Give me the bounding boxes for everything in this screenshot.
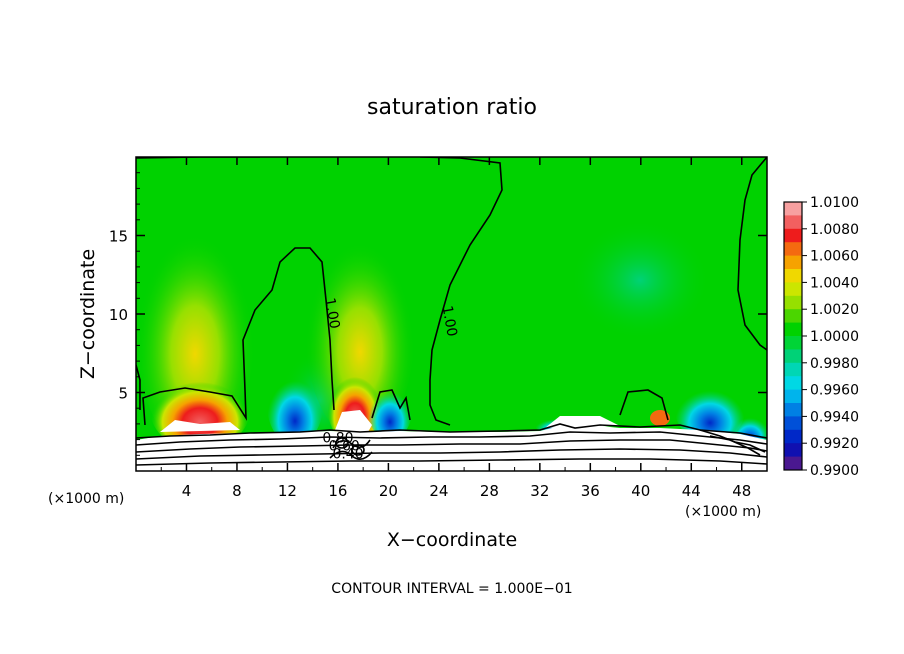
- colorbar-swatch: [784, 215, 802, 230]
- x-tick-label: 4: [182, 482, 192, 500]
- colorbar-swatch: [784, 228, 802, 243]
- contour-label: 1.00: [321, 297, 342, 330]
- colorbar-label: 0.9980: [810, 356, 859, 372]
- colorbar-swatch: [784, 309, 802, 324]
- x-tick-label: 24: [429, 482, 448, 500]
- y-axis-label: Z−coordinate: [77, 249, 99, 379]
- colorbar-swatch: [784, 349, 802, 364]
- contour-label: 0.60: [329, 439, 360, 455]
- colorbar-label: 1.0040: [810, 275, 859, 291]
- colorbar-label: 1.0080: [810, 222, 859, 238]
- x-tick-label: 36: [581, 482, 600, 500]
- colorbar-label: 1.0000: [810, 329, 859, 345]
- colorbar-swatch: [784, 202, 802, 216]
- x-tick-label: 40: [631, 482, 650, 500]
- colorbar-label: 0.9900: [810, 463, 859, 479]
- x-unit-right: (×1000 m): [685, 504, 761, 520]
- colorbar-swatch: [784, 362, 802, 377]
- colorbar-label: 1.0060: [810, 249, 859, 265]
- x-axis-label: X−coordinate: [387, 529, 517, 551]
- colorbar-swatch: [784, 456, 802, 471]
- contour-label: 0.40: [332, 446, 363, 462]
- x-tick-label: 44: [682, 482, 701, 500]
- colorbar-swatch: [784, 389, 802, 404]
- colorbar-label: 0.9960: [810, 383, 859, 399]
- colorbar-swatch: [784, 242, 802, 257]
- colorbar: 1.0100 1.0080 1.0060 1.0040 1.0020 1.0000 0.99…: [783, 195, 859, 479]
- x-tick-label: 48: [732, 482, 751, 500]
- colorbar-label: 1.0020: [810, 302, 859, 318]
- colorbar-label: 0.9920: [810, 436, 859, 452]
- colorbar-label: 1.0100: [810, 195, 859, 211]
- colorbar-swatch: [784, 295, 802, 310]
- y-tick-label: 10: [109, 306, 128, 324]
- x-tick-label: 8: [232, 482, 242, 500]
- colorbar-swatch: [784, 255, 802, 270]
- x-unit-left: (×1000 m): [48, 491, 124, 507]
- colorbar-swatch: [784, 429, 802, 444]
- colorbar-swatch: [784, 403, 802, 417]
- y-axis: 5 10 15: [109, 172, 767, 456]
- chart-title: saturation ratio: [367, 95, 537, 120]
- x-tick-label: 20: [379, 482, 398, 500]
- x-tick-label: 28: [480, 482, 499, 500]
- contour-label: 0.80: [322, 431, 353, 447]
- contour-interval: CONTOUR INTERVAL = 1.000E−01: [331, 581, 572, 597]
- y-tick-label: 5: [118, 385, 128, 403]
- x-tick-label: 12: [278, 482, 297, 500]
- colorbar-swatch: [784, 416, 802, 431]
- contour-label: 1.00: [439, 304, 460, 337]
- colorbar-swatch: [784, 336, 802, 350]
- x-axis: 4 8 12 16 20 24 28 32 36 40 44 48: [160, 157, 751, 500]
- x-tick-label: 16: [328, 482, 347, 500]
- x-tick-label: 32: [530, 482, 549, 500]
- colorbar-swatch: [784, 443, 802, 458]
- contour-lines: [136, 157, 767, 466]
- colorbar-swatch: [784, 282, 802, 297]
- y-tick-label: 15: [109, 228, 128, 246]
- colorbar-swatch: [784, 376, 802, 391]
- colorbar-label: 0.9940: [810, 409, 859, 425]
- colorbar-swatch: [784, 322, 802, 337]
- contour-labels: 1.00 1.00 0.800.600.40: [321, 297, 460, 463]
- colorbar-swatch: [784, 269, 802, 283]
